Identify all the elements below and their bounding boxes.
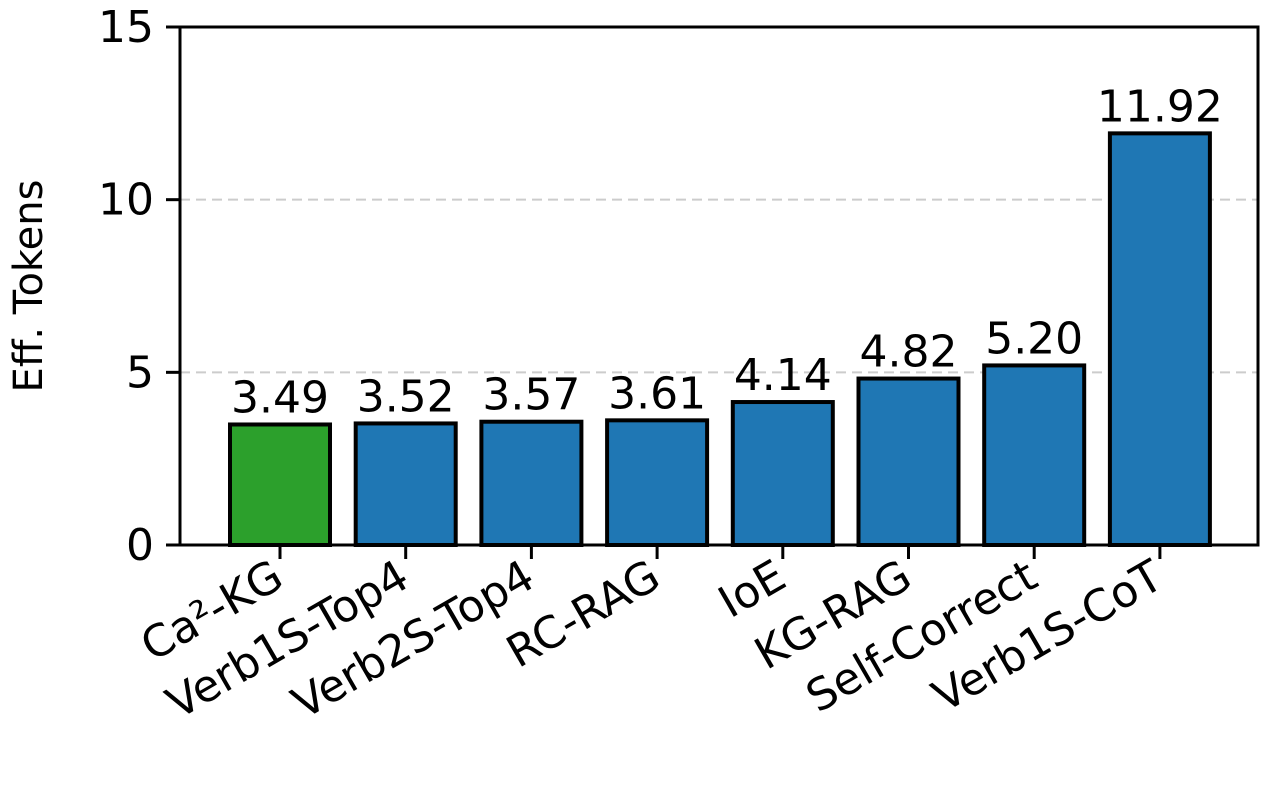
bar [856,376,961,548]
bar-value-label: 3.57 [482,370,580,421]
bar-value-labels: 3.49 3.52 3.57 3.61 4.14 4.82 5.20 11.92 [231,81,1223,423]
bar [730,400,835,548]
y-axis-ticks: 0 5 10 15 [98,2,180,571]
bar-value-label: 11.92 [1097,81,1223,132]
y-tick-label: 5 [126,347,154,398]
y-tick-label: 10 [98,175,154,226]
bar [982,363,1087,547]
bar [353,421,458,547]
bar-value-label: 5.20 [985,313,1083,364]
bar-value-label: 3.61 [608,368,706,419]
bar-value-label: 4.14 [734,350,832,401]
bar-value-label: 4.82 [860,327,958,378]
bar [605,418,710,547]
grid-lines [180,198,1258,374]
y-axis-title: Eff. Tokens [6,180,52,393]
y-tick-label: 0 [126,520,154,571]
y-tick-label: 15 [98,2,154,53]
bar-value-label: 3.49 [231,372,329,423]
bar [1107,131,1212,547]
bar [479,419,584,547]
plot-frame [178,25,1260,547]
bar-value-label: 3.52 [357,371,455,422]
bar [228,422,332,547]
